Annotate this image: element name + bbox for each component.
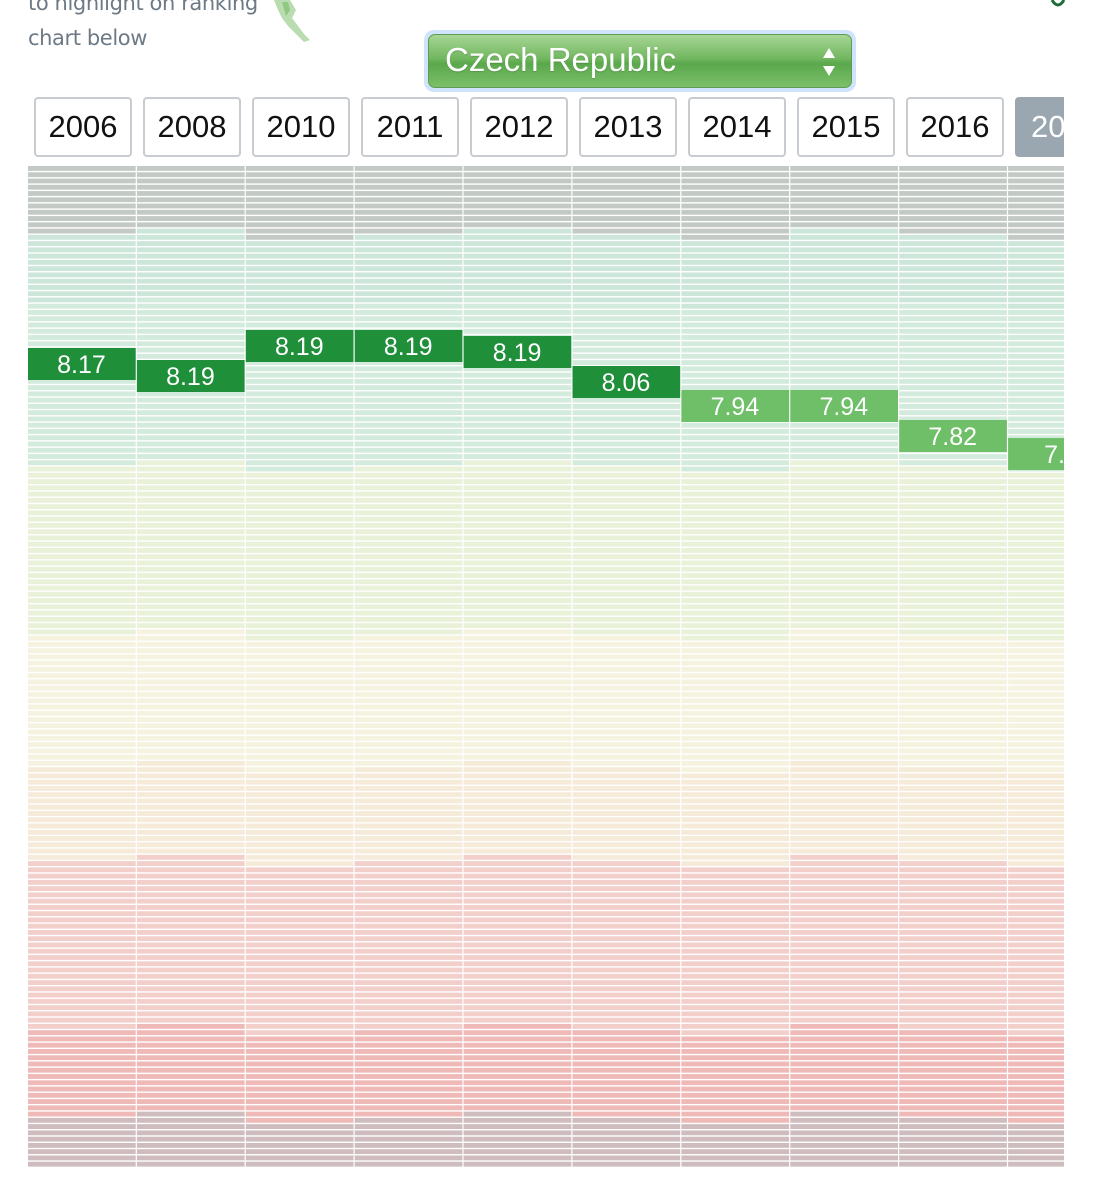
select-arrows-icon bbox=[823, 48, 835, 76]
corner-mark-icon bbox=[1050, 0, 1066, 7]
year-tab-2010[interactable]: 2010 bbox=[252, 97, 350, 157]
value-label: 8.17 bbox=[57, 351, 106, 379]
highlight-bar-rect bbox=[354, 330, 463, 362]
rank-column-2011 bbox=[354, 166, 463, 1167]
highlight-bar-rect bbox=[136, 360, 245, 392]
highlight-bar-20[interactable]: 7.6 bbox=[1008, 438, 1064, 470]
value-label: 8.19 bbox=[275, 333, 324, 361]
value-label: 7.94 bbox=[711, 393, 760, 421]
highlight-bar-rect bbox=[1008, 438, 1064, 470]
highlight-bar-2016[interactable]: 7.82 bbox=[899, 420, 1007, 452]
year-tab-2006[interactable]: 2006 bbox=[34, 97, 132, 157]
year-tab-2011[interactable]: 2011 bbox=[361, 97, 459, 157]
instructions-line-2: chart below bbox=[28, 26, 147, 50]
rank-column-2016 bbox=[899, 166, 1007, 1167]
year-tab-2012[interactable]: 2012 bbox=[470, 97, 568, 157]
highlight-bar-2011[interactable]: 8.19 bbox=[354, 330, 463, 362]
highlight-bar-rect bbox=[790, 390, 898, 422]
highlight-bar-2013[interactable]: 8.06 bbox=[572, 366, 681, 398]
value-label: 8.19 bbox=[166, 363, 215, 391]
year-tabs: 2006 2008 2010 2011 2012 2013 2014 2015 2016 20 bbox=[28, 97, 1064, 159]
value-label: 7.94 bbox=[819, 393, 868, 421]
highlight-bar-2014[interactable]: 7.94 bbox=[681, 390, 790, 422]
highlight-bar-2015[interactable]: 7.94 bbox=[790, 390, 898, 422]
value-label: 7.82 bbox=[928, 423, 977, 451]
ranking-chart: 8.17 8.19 8.19 8.19 8.19 8.06 7.94 7.94 7.82 7.6 bbox=[28, 166, 1064, 1168]
highlight-bar-rect bbox=[245, 330, 354, 362]
year-tab-2015[interactable]: 2015 bbox=[797, 97, 895, 157]
highlight-bar-rect bbox=[899, 420, 1007, 452]
rank-column-20 bbox=[1008, 166, 1064, 1167]
ranking-chart-svg: 8.17 8.19 8.19 8.19 8.19 8.06 7.94 7.94 7.82 7.6 bbox=[28, 166, 1064, 1167]
map-thumbnail-icon[interactable] bbox=[268, 0, 318, 44]
highlight-bar-rect bbox=[463, 336, 572, 368]
rank-column-2013 bbox=[572, 166, 681, 1167]
country-select-value: Czech Republic bbox=[445, 41, 677, 78]
highlight-bar-2012[interactable]: 8.19 bbox=[463, 336, 572, 368]
value-label: 7.6 bbox=[1044, 441, 1064, 469]
year-tab-2014[interactable]: 2014 bbox=[688, 97, 786, 157]
value-label: 8.19 bbox=[493, 339, 542, 367]
rank-column-2015 bbox=[790, 166, 898, 1167]
highlight-bar-2010[interactable]: 8.19 bbox=[245, 330, 354, 362]
value-label: 8.19 bbox=[384, 333, 433, 361]
country-select-focus-ring: Czech Republic bbox=[424, 30, 856, 92]
highlight-bar-rect bbox=[572, 366, 681, 398]
year-tab-2013[interactable]: 2013 bbox=[579, 97, 677, 157]
highlight-bar-2006[interactable]: 8.17 bbox=[28, 348, 136, 380]
highlight-bar-rect bbox=[28, 348, 136, 380]
year-tab-2016[interactable]: 2016 bbox=[906, 97, 1004, 157]
rank-column-2010 bbox=[245, 166, 354, 1167]
instructions-text: to highlight on ranking chart below bbox=[28, 0, 258, 56]
value-label: 8.06 bbox=[602, 369, 651, 397]
instructions-line-1: to highlight on ranking bbox=[28, 0, 258, 15]
rank-column-2014 bbox=[681, 166, 790, 1167]
rank-column-2008 bbox=[136, 166, 245, 1167]
highlight-bar-2008[interactable]: 8.19 bbox=[136, 360, 245, 392]
year-tab-20[interactable]: 20 bbox=[1015, 97, 1064, 157]
year-tab-2008[interactable]: 2008 bbox=[143, 97, 241, 157]
rank-column-2006 bbox=[28, 166, 136, 1167]
highlight-bar-rect bbox=[681, 390, 790, 422]
rank-column-2012 bbox=[463, 166, 572, 1167]
country-select[interactable]: Czech Republic bbox=[428, 34, 852, 88]
